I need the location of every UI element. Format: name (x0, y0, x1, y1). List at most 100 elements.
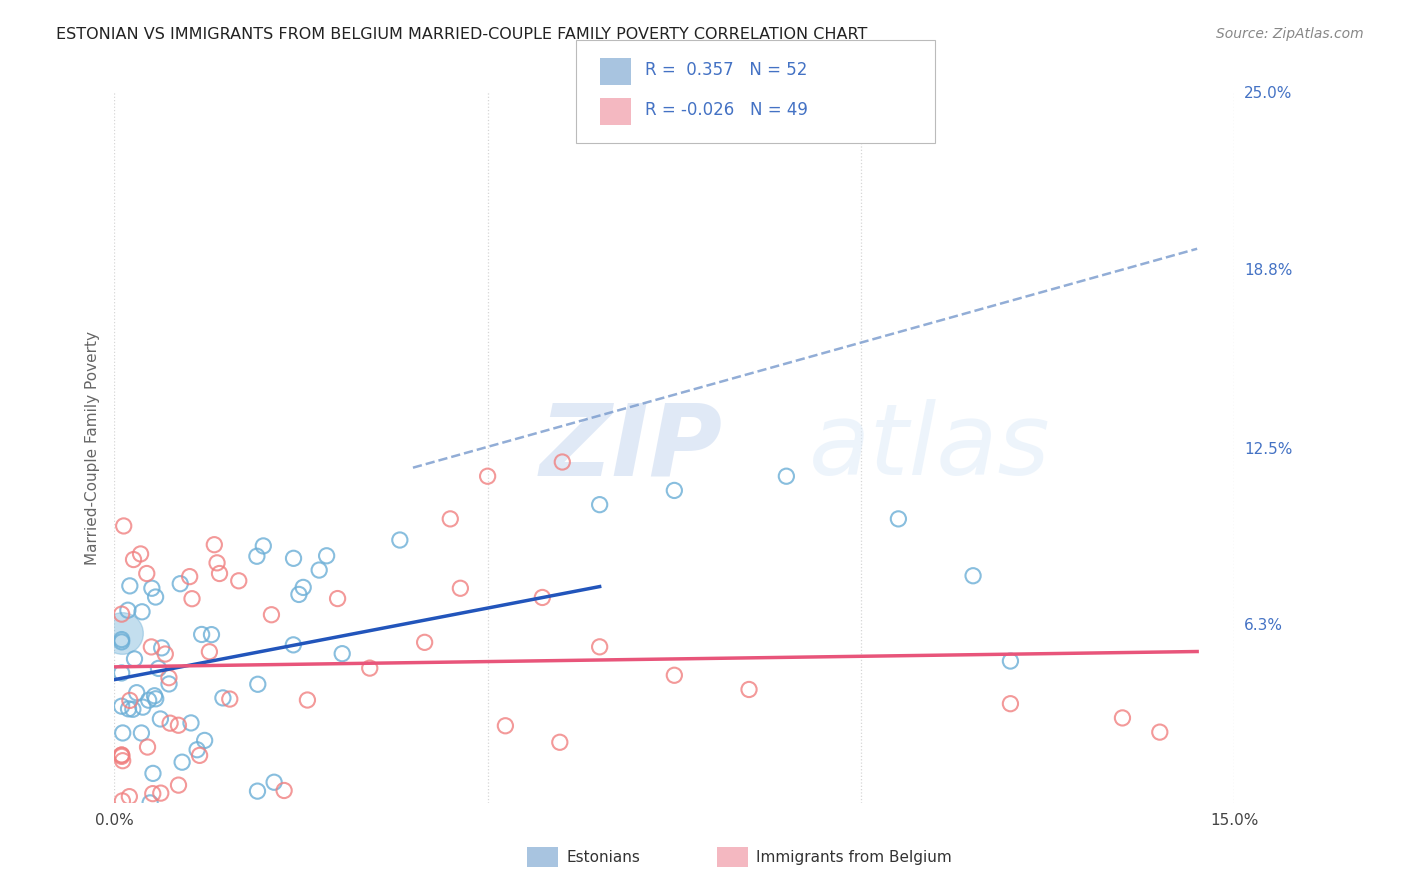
Point (118, 789, 141, 804)
Point (118, 579, 141, 593)
Point (212, 690, 235, 705)
Point (111, 625, 134, 640)
Point (132, 700, 155, 714)
Point (131, 605, 153, 619)
Point (283, 551, 305, 566)
Point (141, 640, 163, 654)
Point (157, 671, 180, 685)
Point (664, 483, 686, 498)
Point (439, 512, 461, 526)
Point (117, 603, 139, 617)
Point (326, 591, 349, 606)
Point (551, 455, 574, 469)
Point (246, 677, 269, 691)
Point (308, 563, 330, 577)
Point (111, 665, 134, 680)
Point (1149, 725, 1171, 739)
Point (588, 498, 610, 512)
Point (111, 607, 134, 621)
Point (1000, 654, 1022, 668)
Point (142, 766, 165, 780)
Point (1000, 697, 1022, 711)
Text: ZIP: ZIP (540, 400, 723, 496)
Point (190, 627, 212, 641)
Point (1111, 711, 1133, 725)
Point (887, 512, 910, 526)
Point (246, 784, 269, 798)
Point (129, 547, 152, 561)
Point (125, 686, 148, 700)
Point (145, 590, 167, 604)
Point (118, 693, 141, 707)
Point (413, 635, 436, 649)
Point (263, 775, 285, 789)
Point (252, 539, 274, 553)
Point (167, 778, 190, 792)
Point (208, 566, 231, 581)
Point (167, 718, 190, 732)
Point (180, 715, 202, 730)
Point (205, 556, 228, 570)
Point (149, 786, 172, 800)
Point (194, 733, 217, 747)
Point (136, 740, 159, 755)
Point (330, 647, 353, 661)
Point (228, 574, 250, 588)
Point (122, 552, 145, 566)
Point (260, 607, 283, 622)
Point (111, 699, 134, 714)
Point (138, 693, 160, 707)
Point (188, 748, 211, 763)
Point (494, 719, 516, 733)
Point (145, 691, 167, 706)
Text: R = -0.026   N = 49: R = -0.026 N = 49 (645, 101, 808, 119)
Point (111, 748, 134, 763)
Point (148, 661, 170, 675)
Point (111, 726, 134, 740)
Point (449, 581, 471, 595)
Point (111, 794, 134, 808)
Point (246, 549, 269, 564)
Point (283, 638, 305, 652)
Point (179, 569, 201, 583)
Point (297, 693, 319, 707)
Y-axis label: Married-Couple Family Poverty: Married-Couple Family Poverty (86, 331, 100, 565)
Point (531, 591, 554, 605)
Point (172, 755, 194, 769)
Point (288, 587, 311, 601)
Point (218, 692, 240, 706)
Point (149, 712, 172, 726)
Point (775, 469, 797, 483)
Point (111, 747, 134, 762)
Point (117, 702, 139, 716)
Point (315, 549, 337, 563)
Point (150, 640, 173, 655)
Point (186, 743, 208, 757)
Point (141, 581, 163, 595)
Point (273, 783, 295, 797)
Point (131, 726, 153, 740)
Point (111, 749, 134, 764)
Point (664, 668, 686, 682)
Point (292, 581, 315, 595)
Text: Immigrants from Belgium: Immigrants from Belgium (756, 850, 952, 864)
Text: Source: ZipAtlas.com: Source: ZipAtlas.com (1216, 27, 1364, 41)
Point (143, 689, 166, 703)
Point (202, 538, 225, 552)
Point (142, 787, 165, 801)
Point (200, 627, 222, 641)
Point (962, 568, 984, 582)
Point (111, 632, 134, 647)
Point (121, 702, 143, 716)
Point (139, 796, 162, 810)
Point (111, 635, 134, 649)
Point (181, 591, 204, 606)
Text: R =  0.357   N = 52: R = 0.357 N = 52 (645, 61, 807, 78)
Point (198, 645, 221, 659)
Point (169, 576, 191, 591)
Point (738, 682, 761, 697)
Point (359, 661, 381, 675)
Point (155, 647, 177, 661)
Point (159, 716, 181, 731)
Point (477, 469, 499, 483)
